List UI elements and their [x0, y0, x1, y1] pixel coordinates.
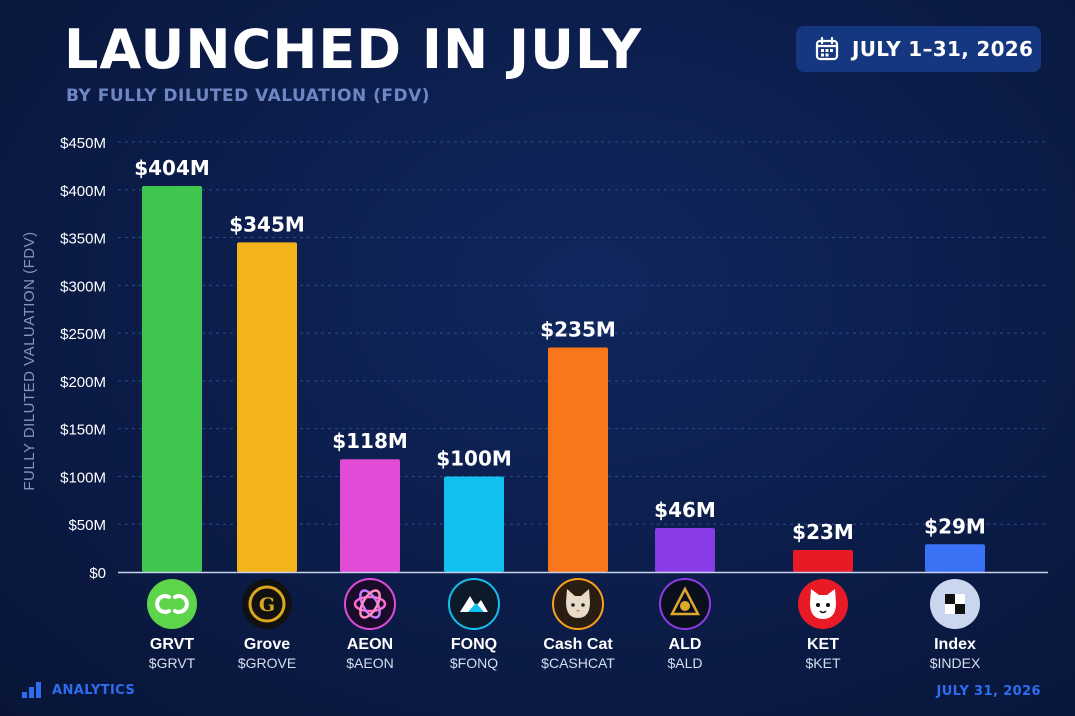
aeon-logo-icon: [344, 578, 396, 630]
bar-fonq: [444, 476, 504, 572]
x-ticker-label: $FONQ: [450, 655, 498, 671]
x-category-label: FONQ: [451, 636, 497, 653]
y-tick-label: $300M: [60, 278, 106, 295]
footer-date: JULY 31, 2026: [936, 684, 1041, 699]
grove-logo-icon: G: [242, 579, 292, 629]
y-tick-label: $150M: [60, 422, 106, 439]
ald-logo-icon: [659, 578, 711, 630]
x-category-label: KET: [807, 636, 839, 653]
bar-grvt: [142, 185, 202, 572]
x-category-label: ALD: [669, 636, 702, 653]
x-category-label: Index: [934, 636, 976, 653]
chart-subtitle: BY FULLY DILUTED VALUATION (FDV): [66, 86, 431, 106]
y-tick-label: $250M: [60, 326, 106, 343]
fonq-logo-icon: [448, 578, 500, 630]
y-tick-label: $50M: [68, 517, 106, 534]
bar-value-label: $46M: [654, 498, 716, 522]
bar-ald: [655, 528, 715, 572]
date-range-badge: JULY 1–31, 2026: [796, 26, 1041, 72]
bar-value-label: $345M: [229, 212, 305, 236]
date-range-text: JULY 1–31, 2026: [852, 37, 1034, 61]
bar-chart-icon: [22, 682, 41, 698]
bar-value-label: $23M: [792, 520, 854, 544]
x-category-label: Grove: [244, 636, 290, 653]
bar-value-label: $100M: [436, 446, 512, 470]
cash-cat-logo-icon: [552, 578, 604, 630]
x-ticker-label: $INDEX: [930, 655, 981, 671]
x-ticker-label: $CASHCAT: [541, 655, 615, 671]
y-tick-label: $350M: [60, 231, 106, 248]
y-tick-label: $450M: [60, 135, 106, 152]
grvt-logo-icon: [147, 579, 197, 629]
calendar-icon: [815, 36, 839, 61]
bar-value-label: $404M: [134, 156, 210, 180]
x-category-label: AEON: [347, 636, 393, 653]
bar-index: [925, 544, 985, 572]
footer-brand-label: ANALYTICS: [52, 682, 136, 698]
bar-aeon: [340, 459, 400, 572]
x-ticker-label: $AEON: [346, 655, 393, 671]
bar-ket: [793, 550, 853, 572]
bar-value-label: $29M: [924, 514, 986, 538]
index-logo-icon: [930, 579, 980, 629]
y-tick-label: $200M: [60, 374, 106, 391]
x-ticker-label: $KET: [805, 655, 840, 671]
bar-grove: [237, 242, 297, 573]
chart-title: LAUNCHED IN JULY: [64, 18, 643, 81]
x-category-label: GRVT: [150, 636, 194, 653]
x-category-label: Cash Cat: [543, 636, 613, 653]
y-axis-label: FULLY DILUTED VALUATION (FDV): [21, 231, 38, 490]
y-tick-label: $0: [89, 565, 106, 582]
y-tick-label: $400M: [60, 183, 106, 200]
footer-brand: ANALYTICS: [22, 682, 135, 698]
ket-logo-icon: [798, 579, 848, 629]
x-ticker-label: $GRVT: [149, 655, 196, 671]
y-tick-label: $100M: [60, 469, 106, 486]
bar-cash-cat: [548, 347, 608, 572]
bar-value-label: $118M: [332, 429, 408, 453]
x-ticker-label: $ALD: [667, 655, 702, 671]
x-ticker-label: $GROVE: [238, 655, 296, 671]
svg-text:G: G: [259, 594, 275, 616]
bar-value-label: $235M: [540, 317, 616, 341]
